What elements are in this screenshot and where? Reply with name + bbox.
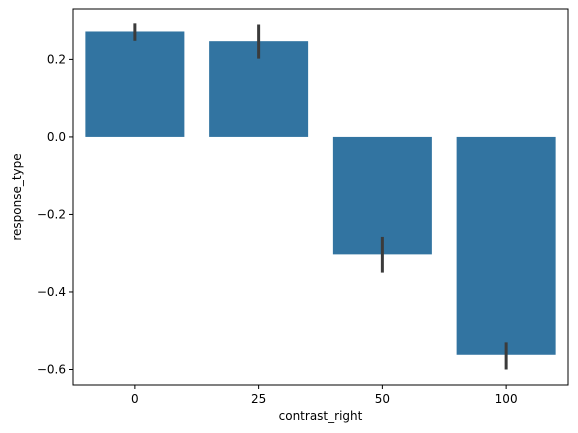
bars-group [85, 31, 556, 355]
x-tick-label-25: 25 [251, 392, 266, 406]
x-tick-label-0: 0 [131, 392, 139, 406]
y-tick-label: 0.0 [47, 130, 66, 144]
bar-0 [85, 31, 185, 137]
bar-100 [456, 136, 556, 355]
x-tick-label-100: 100 [495, 392, 518, 406]
y-axis: 0.2 0.0 −0.2 −0.4 −0.6 [37, 52, 73, 376]
x-axis: 0 25 50 100 [131, 385, 518, 406]
y-tick-label: −0.2 [37, 207, 66, 221]
x-tick-label-50: 50 [375, 392, 390, 406]
bar-50 [332, 136, 432, 255]
y-tick-label: −0.6 [37, 362, 66, 376]
y-tick-label: 0.2 [47, 52, 66, 66]
error-bars-group [133, 23, 508, 370]
plot-frame [72, 8, 569, 386]
y-axis-label: response_type [10, 153, 24, 240]
y-tick-label: −0.4 [37, 285, 66, 299]
x-axis-label: contrast_right [279, 409, 363, 423]
